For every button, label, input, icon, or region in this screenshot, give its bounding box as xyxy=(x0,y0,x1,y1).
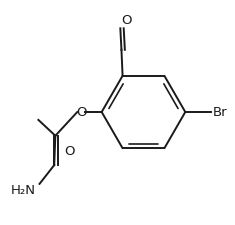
Text: O: O xyxy=(65,144,75,157)
Text: O: O xyxy=(121,14,132,27)
Text: H₂N: H₂N xyxy=(11,183,35,196)
Text: Br: Br xyxy=(212,106,227,119)
Text: O: O xyxy=(76,106,86,119)
